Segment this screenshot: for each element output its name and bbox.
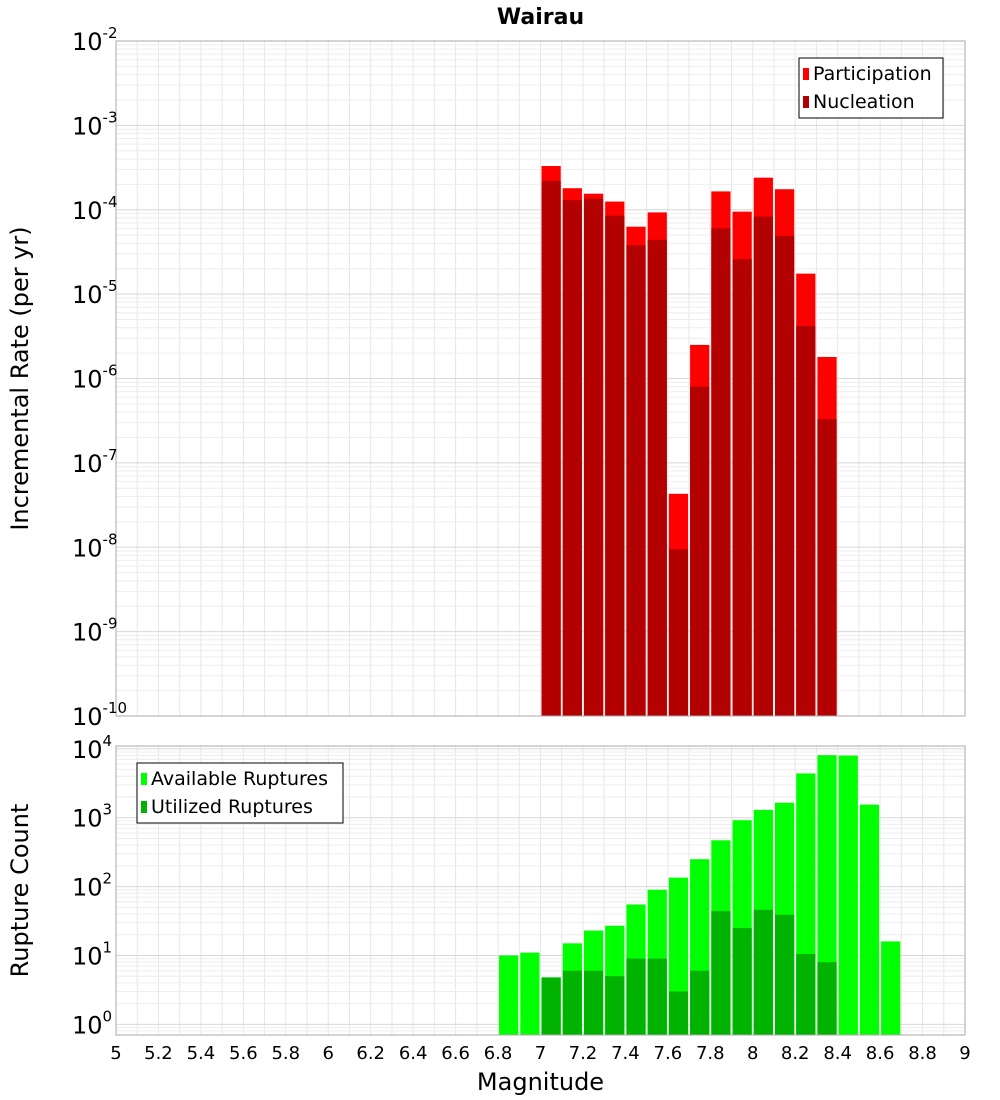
y-tick-label: 10-9 xyxy=(72,615,118,647)
bar-nucleation-8.15 xyxy=(774,235,795,716)
bar-available-ruptures-8.45 xyxy=(838,755,858,1035)
y-tick-label: 104 xyxy=(72,732,112,764)
y-tick-label: 10-3 xyxy=(72,108,118,140)
y-tick-label: 10-7 xyxy=(72,446,118,478)
x-tick-label: 8 xyxy=(747,1043,758,1064)
x-tick-label: 6 xyxy=(323,1043,334,1064)
y-tick-label: 100 xyxy=(72,1007,112,1039)
y-tick-label: 10-6 xyxy=(72,362,118,394)
panel-2: 100 101 102 103 104 Rupture Count 5 5.2 5.4 5.6 5.… xyxy=(6,732,971,1096)
x-tick-label: 6.8 xyxy=(484,1043,513,1064)
x-tick-label: 5.6 xyxy=(229,1043,258,1064)
bar-nucleation-7.35 xyxy=(605,215,625,716)
bar-nucleation-7.05 xyxy=(541,180,561,717)
bar-utilized-ruptures-7.35 xyxy=(605,976,625,1035)
legend-box xyxy=(136,762,344,824)
legend-swatch-participation xyxy=(803,68,809,80)
x-tick-label: 8.2 xyxy=(781,1043,810,1064)
bar-nucleation-7.45 xyxy=(626,245,646,716)
bar-nucleation-7.75 xyxy=(690,386,710,716)
x-tick-label: 7.2 xyxy=(569,1043,598,1064)
y-tick-label: 10-5 xyxy=(72,277,118,309)
bar-nucleation-7.25 xyxy=(583,198,604,716)
bar-available-ruptures-8.55 xyxy=(859,804,880,1035)
bar-nucleation-7.55 xyxy=(647,239,667,716)
bar-utilized-ruptures-8.25 xyxy=(796,954,816,1035)
x-tick-label: 6.2 xyxy=(356,1043,385,1064)
bar-available-ruptures-6.95 xyxy=(520,952,540,1035)
x-tick-label: 7.8 xyxy=(696,1043,725,1064)
x-tick-label: 5.4 xyxy=(187,1043,216,1064)
x-tick-label: 9 xyxy=(959,1043,970,1064)
bar-utilized-ruptures-8.05 xyxy=(753,909,773,1035)
y-tick-label: 10-2 xyxy=(72,24,118,56)
legend-label: Utilized Ruptures xyxy=(151,796,313,818)
bar-nucleation-7.85 xyxy=(711,228,731,716)
bar-utilized-ruptures-7.65 xyxy=(668,991,689,1035)
y-tick-label: 10-4 xyxy=(72,193,118,225)
bar-utilized-ruptures-7.75 xyxy=(690,970,710,1035)
y-tick-label: 101 xyxy=(72,938,112,970)
legend-label: Available Ruptures xyxy=(151,768,328,790)
bar-nucleation-8.35 xyxy=(817,419,837,716)
y-tick-label: 103 xyxy=(72,801,112,833)
chart-title: Wairau xyxy=(497,5,584,30)
x-tick-label: 8.8 xyxy=(908,1043,937,1064)
panel-1: 10-10 10-9 10-8 10-7 10-6 10-5 10-4 10-3 10-2 Inc… xyxy=(6,5,966,731)
legend-swatch-available-ruptures xyxy=(141,773,147,785)
bar-nucleation-8.05 xyxy=(753,216,773,716)
bar-nucleation-7.65 xyxy=(668,549,689,716)
bar-nucleation-7.15 xyxy=(562,200,582,716)
y-tick-label: 10-10 xyxy=(72,699,127,731)
y-tick-label: 10-8 xyxy=(72,530,118,562)
bar-utilized-ruptures-7.85 xyxy=(711,911,731,1035)
x-tick-label: 7 xyxy=(535,1043,546,1064)
bar-utilized-ruptures-7.45 xyxy=(626,958,646,1035)
bar-utilized-ruptures-7.25 xyxy=(583,970,604,1035)
y-axis-label: Incremental Rate (per yr) xyxy=(6,226,34,530)
legend-label: Nucleation xyxy=(813,91,915,113)
plot-border xyxy=(115,745,966,1036)
bar-utilized-ruptures-8.35 xyxy=(817,962,837,1035)
x-tick-label: 5 xyxy=(110,1043,121,1064)
x-tick-label: 5.2 xyxy=(144,1043,173,1064)
plot-border xyxy=(115,40,966,717)
x-tick-label: 6.4 xyxy=(399,1043,428,1064)
bar-utilized-ruptures-8.15 xyxy=(774,914,795,1035)
x-tick-label: 6.6 xyxy=(441,1043,470,1064)
x-tick-label: 7.4 xyxy=(611,1043,640,1064)
legend: Participation Nucleation xyxy=(798,57,944,119)
y-tick-label: 102 xyxy=(72,870,112,902)
legend-swatch-nucleation xyxy=(803,96,809,108)
x-tick-label: 5.8 xyxy=(271,1043,300,1064)
legend-label: Participation xyxy=(813,63,932,85)
bar-utilized-ruptures-7.15 xyxy=(562,970,582,1035)
legend: Available Ruptures Utilized Ruptures xyxy=(136,762,344,824)
bar-available-ruptures-8.65 xyxy=(881,941,901,1035)
bar-available-ruptures-6.85 xyxy=(499,955,519,1035)
legend-box xyxy=(798,57,944,119)
bar-nucleation-8.25 xyxy=(796,325,816,716)
bar-utilized-ruptures-7.05 xyxy=(541,977,561,1035)
bar-utilized-ruptures-7.55 xyxy=(647,958,667,1035)
bar-utilized-ruptures-7.95 xyxy=(732,928,752,1035)
x-tick-label: 8.4 xyxy=(823,1043,852,1064)
bar-nucleation-7.95 xyxy=(732,259,752,716)
x-axis-label: Magnitude xyxy=(477,1068,604,1096)
legend-swatch-utilized-ruptures xyxy=(141,801,147,813)
x-tick-label: 7.6 xyxy=(654,1043,683,1064)
x-tick-label: 8.6 xyxy=(866,1043,895,1064)
y-axis-label: Rupture Count xyxy=(6,804,34,978)
